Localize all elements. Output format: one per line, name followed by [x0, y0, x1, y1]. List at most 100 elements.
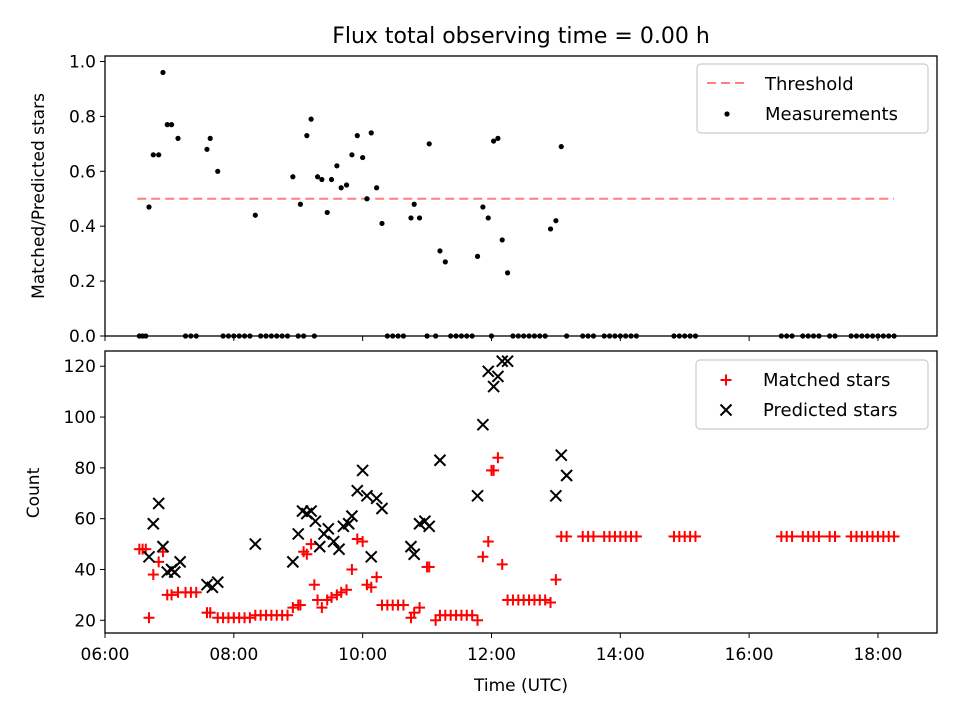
- measurement-point: [379, 220, 385, 227]
- measurement-point: [480, 204, 486, 210]
- measurement-point: [499, 237, 505, 243]
- predicted-star-point: [433, 454, 447, 467]
- measurement-point: [334, 163, 340, 169]
- bottom-panel: 20 40 60 80 100 120 06:00 08:00 10:00 12:00 14:00…: [24, 350, 938, 696]
- predicted-star-point: [491, 370, 505, 383]
- bottom-ytick-label: 60: [74, 510, 96, 530]
- predicted-star-point: [152, 497, 165, 510]
- predicted-star-point: [501, 354, 514, 368]
- bottom-ytick-label: 100: [64, 408, 96, 428]
- bottom-xtick-label: 12:00: [467, 645, 516, 665]
- predicted-star-point: [356, 464, 369, 477]
- bottom-xtick-label: 14:00: [596, 645, 645, 665]
- legend-predicted-label: Predicted stars: [763, 400, 897, 421]
- measurement-point: [547, 226, 554, 232]
- top-ytick-label: 1.0: [69, 52, 96, 72]
- measurement-point: [416, 215, 423, 221]
- top-ytick-label: 0.4: [69, 217, 96, 237]
- chart-title: Flux total observing time = 0.00 h: [332, 24, 710, 49]
- measurement-point: [146, 204, 152, 210]
- predicted-star-point: [555, 448, 568, 462]
- legend-matched-swatch: [720, 374, 732, 386]
- measurement-point: [252, 212, 258, 218]
- predicted-star-point: [322, 522, 335, 536]
- matched-star-point: [351, 533, 363, 545]
- matched-star-point: [829, 530, 841, 542]
- measurement-point: [204, 146, 210, 152]
- legend-predicted-swatch: [719, 403, 733, 417]
- matched-star-point: [472, 614, 484, 626]
- measurement-point: [215, 168, 221, 174]
- predicted-star-point: [423, 520, 436, 533]
- measurement-point: [349, 152, 355, 158]
- matched-star-point: [720, 374, 732, 386]
- measurement-point: [558, 143, 564, 150]
- measurement-point: [343, 182, 350, 188]
- matched-star-point: [397, 599, 409, 611]
- matched-star-point: [550, 574, 562, 586]
- predicted-star-point: [292, 527, 305, 541]
- predicted-star-point: [304, 504, 318, 518]
- measurement-point: [328, 176, 335, 183]
- predicted-star-point: [286, 555, 300, 569]
- predicted-star-point: [327, 535, 340, 548]
- matched-star-point: [466, 609, 478, 621]
- predicted-star-point: [404, 540, 418, 553]
- predicted-star-point: [309, 515, 322, 528]
- legend-matched-label: Matched stars: [763, 370, 890, 391]
- predicted-star-point: [549, 489, 563, 503]
- predicted-star-point: [487, 380, 500, 393]
- top-panel: 0.0 0.2 0.4 0.6 0.8 1.0 Matched/Predicted sta…: [29, 52, 938, 347]
- predicted-star-point: [342, 517, 355, 530]
- measurement-point: [207, 135, 213, 141]
- matched-star-point: [190, 586, 202, 598]
- matched-star-point: [813, 530, 825, 542]
- measurement-point: [304, 133, 310, 139]
- measurement-point: [360, 154, 366, 161]
- matched-star-point: [423, 561, 435, 573]
- measurement-point: [485, 215, 491, 221]
- matched-star-point: [408, 607, 420, 619]
- matched-star-point: [153, 556, 165, 568]
- measurement-point: [374, 185, 380, 191]
- measurement-point: [368, 130, 374, 136]
- predicted-star-point: [375, 502, 389, 515]
- matched-star-point: [316, 602, 328, 614]
- matched-star-point: [166, 589, 178, 601]
- matched-star-point: [539, 594, 551, 606]
- measurement-point: [495, 135, 501, 141]
- predicted-star-point: [142, 550, 156, 563]
- matched-star-point: [157, 546, 169, 558]
- predicted-star-point: [313, 540, 326, 553]
- matched-star-point: [282, 609, 294, 621]
- bottom-legend: Matched stars Predicted stars: [695, 359, 929, 430]
- matched-star-point: [143, 612, 155, 624]
- bottom-axes-frame: [104, 350, 938, 634]
- legend-measurements-label: Measurements: [765, 104, 898, 125]
- bottom-ylabel: Count: [24, 467, 44, 518]
- measurement-point: [290, 174, 296, 180]
- measurement-point: [408, 215, 414, 221]
- measurement-point: [474, 253, 481, 259]
- bottom-xtick-label: 10:00: [338, 645, 387, 665]
- top-ytick-label: 0.6: [69, 162, 96, 182]
- predicted-star-point: [173, 555, 187, 569]
- predicted-star-point: [496, 354, 509, 368]
- predicted-star-point: [156, 540, 170, 553]
- measurement-point: [442, 259, 448, 265]
- measurement-point: [364, 196, 370, 202]
- matched-star-point: [496, 558, 508, 570]
- measurement-point: [426, 141, 432, 147]
- measurement-point: [324, 209, 330, 216]
- measurement-point: [150, 152, 156, 158]
- matched-star-point: [786, 530, 798, 542]
- measurement-point: [168, 122, 175, 128]
- matched-star-point: [365, 581, 377, 593]
- matched-star-point: [561, 530, 573, 542]
- bottom-legend-box: [695, 359, 929, 430]
- matched-star-point: [287, 602, 299, 614]
- matched-star-point: [477, 551, 489, 563]
- measurement-point: [553, 218, 559, 224]
- predicted-star-point: [360, 489, 374, 503]
- bottom-marks: [133, 354, 900, 626]
